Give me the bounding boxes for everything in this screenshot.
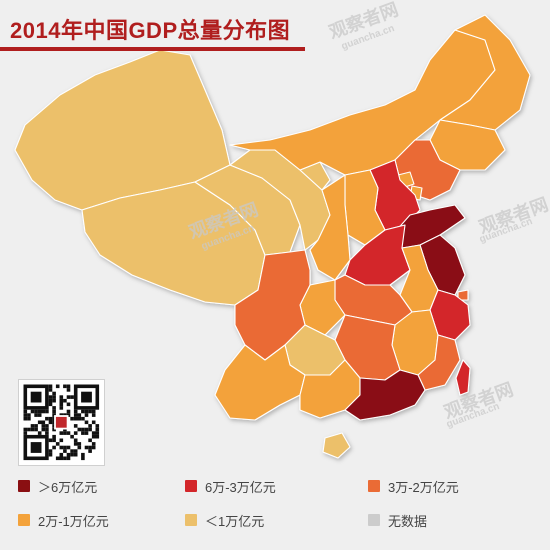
- legend-swatch: [368, 480, 380, 492]
- legend-label: 2万-1万亿元: [38, 513, 109, 529]
- qr-code: [18, 379, 105, 466]
- region-taiwan: [455, 359, 471, 396]
- legend-label: 6万-3万亿元: [205, 479, 276, 495]
- legend-item-6-3: 6万-3万亿元: [185, 475, 276, 497]
- legend-item-under-1: ＜1万亿元: [185, 509, 264, 531]
- page-title: 2014年中国GDP总量分布图: [10, 18, 291, 43]
- legend-swatch: [368, 514, 380, 526]
- legend: ＞6万亿元 6万-3万亿元 3万-2万亿元 2万-1万亿元 ＜1万亿元 无数据: [0, 470, 550, 550]
- legend-swatch: [185, 480, 197, 492]
- legend-label: ＞6万亿元: [38, 479, 98, 495]
- legend-item-no-data: 无数据: [368, 509, 427, 531]
- legend-item-3-2: 3万-2万亿元: [368, 475, 459, 497]
- legend-label: 3万-2万亿元: [388, 479, 459, 495]
- region-hainan: [322, 432, 351, 459]
- legend-swatch: [185, 514, 197, 526]
- title-underline: [0, 47, 305, 51]
- legend-label: ＜1万亿元: [205, 513, 265, 529]
- legend-swatch: [18, 514, 30, 526]
- legend-swatch: [18, 480, 30, 492]
- qr-code-pattern: [23, 384, 100, 461]
- legend-label: 无数据: [388, 513, 428, 529]
- legend-item-over-6: ＞6万亿元: [18, 475, 97, 497]
- legend-item-2-1: 2万-1万亿元: [18, 509, 109, 531]
- region-guangdong: [344, 369, 426, 421]
- region-fujian: [417, 334, 461, 391]
